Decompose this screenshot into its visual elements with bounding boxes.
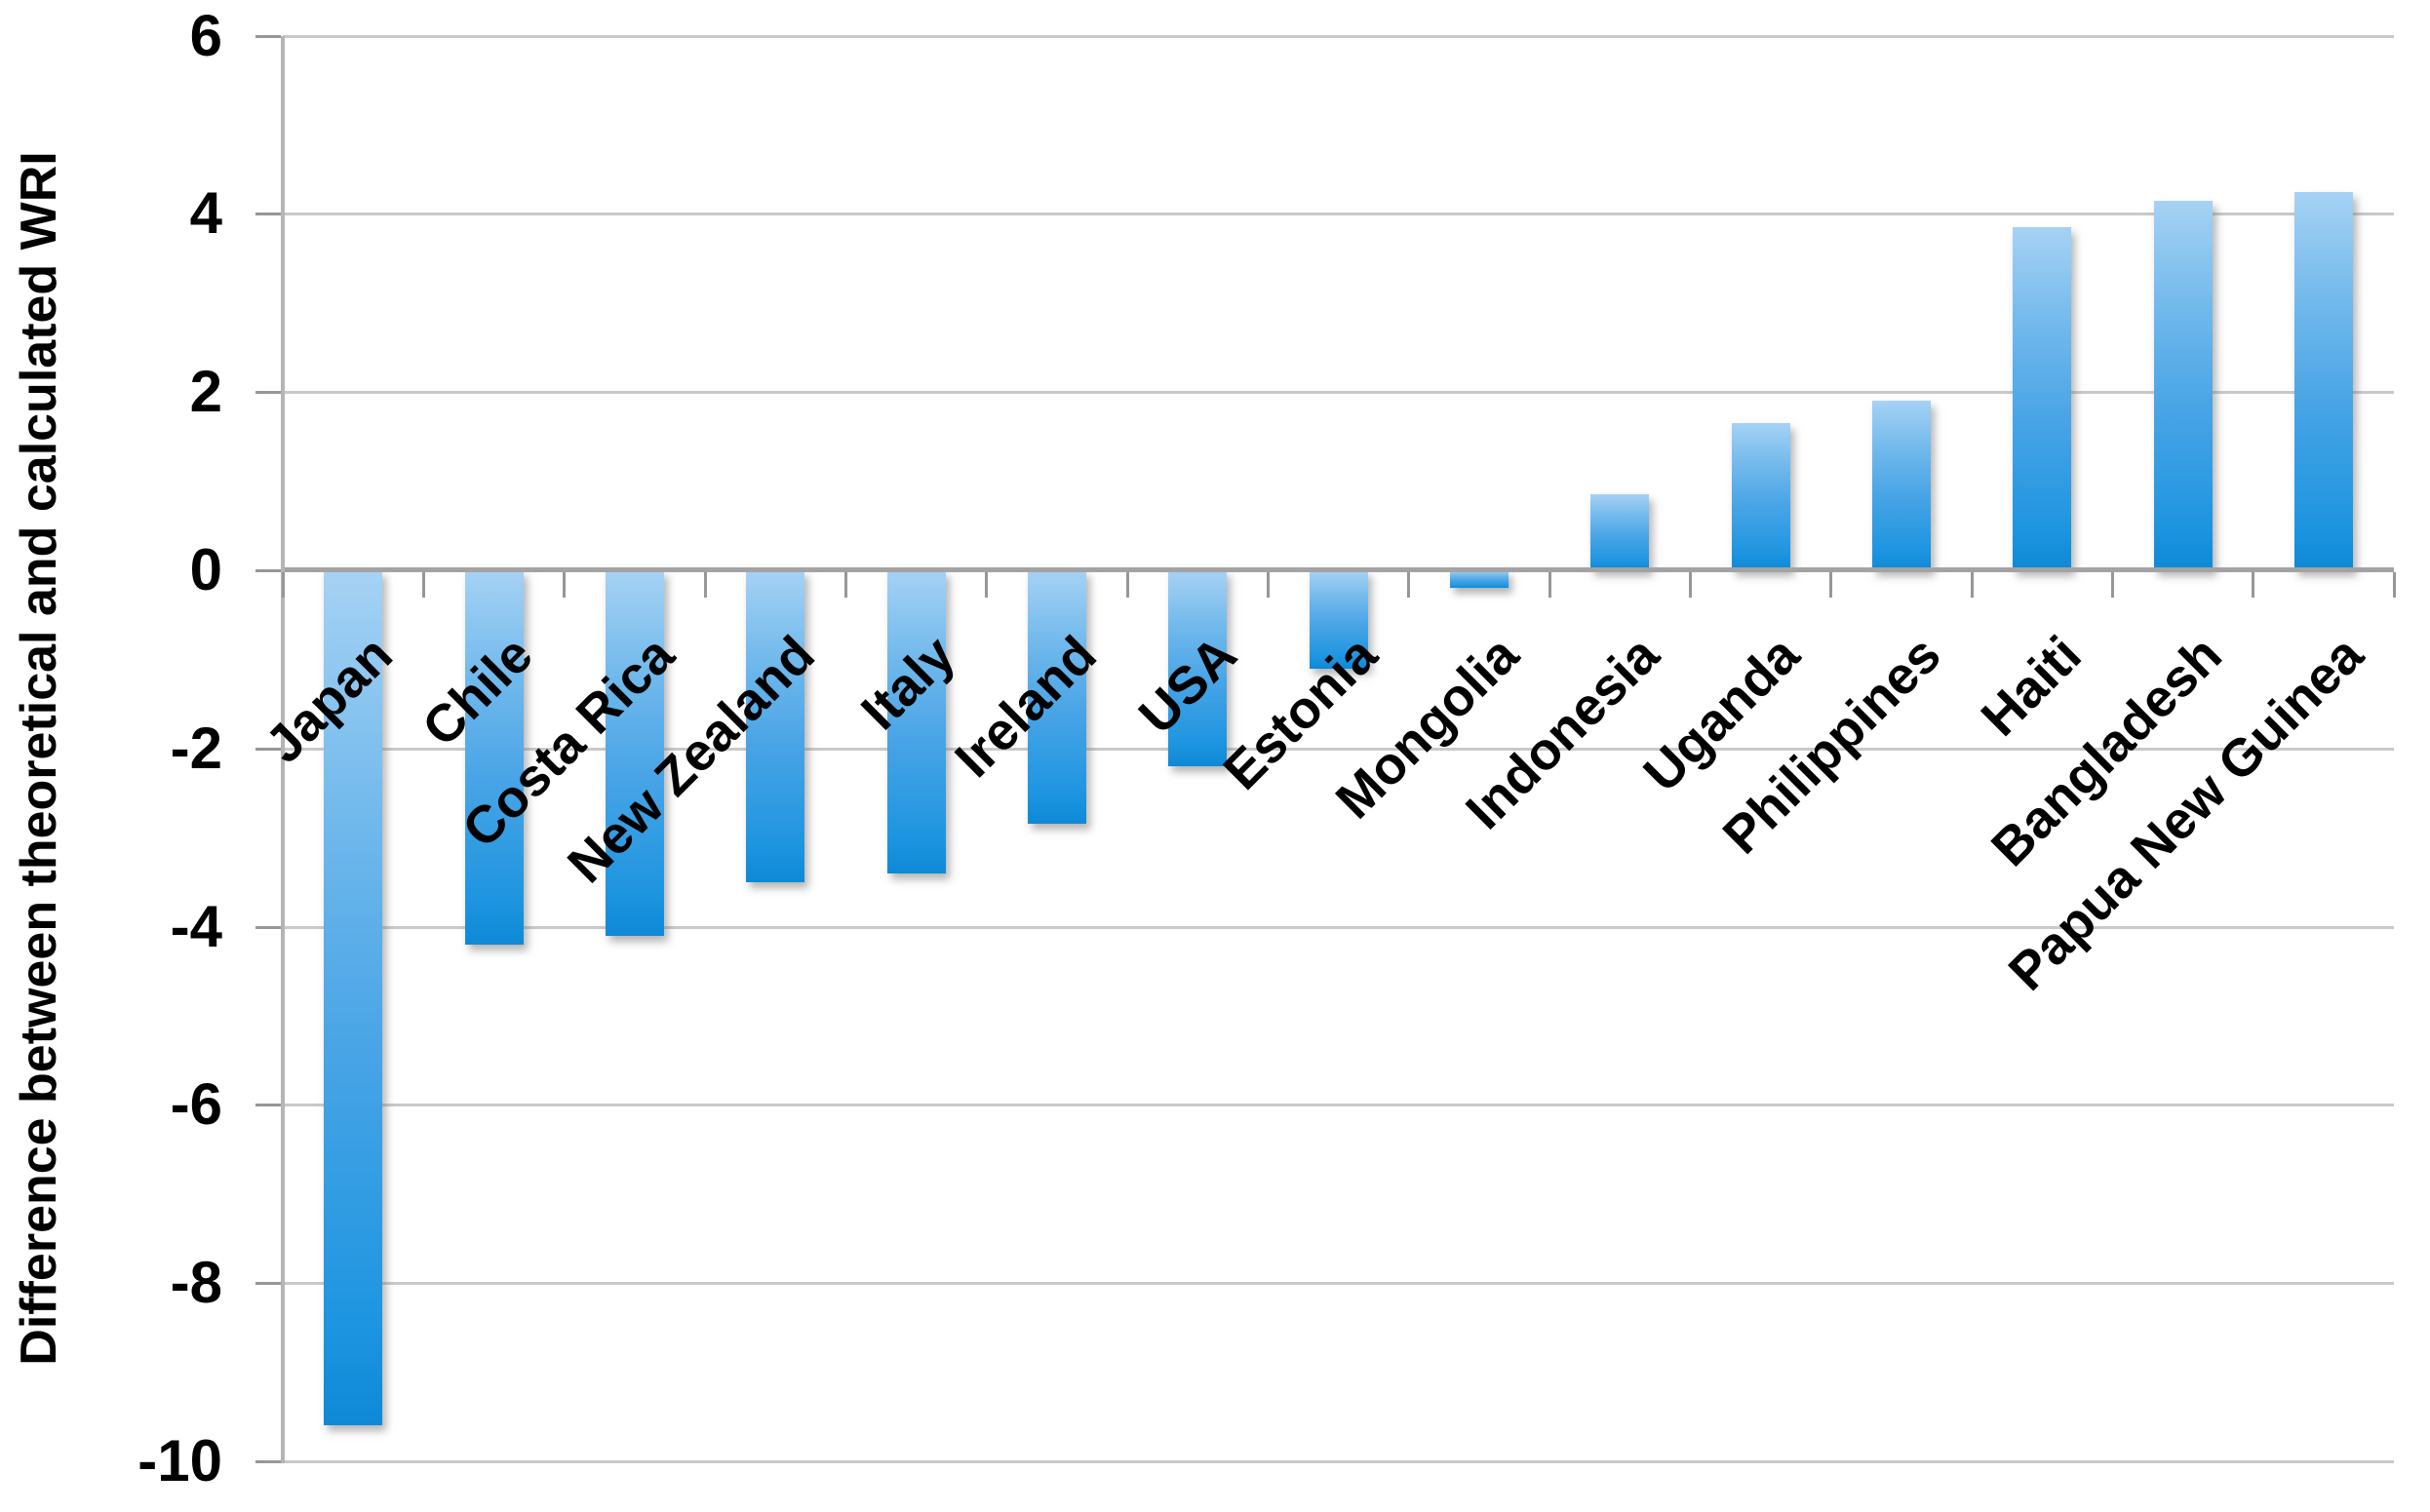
x-axis-line <box>283 567 2394 572</box>
bar-estonia <box>1310 570 1368 669</box>
bar-papua-new-guinea <box>2294 192 2353 570</box>
bar-japan <box>324 570 382 1425</box>
y-axis-tick <box>255 748 281 751</box>
bar-chile <box>465 570 524 945</box>
gridline-y--8 <box>283 1282 2394 1285</box>
x-axis-tick <box>844 572 847 598</box>
y-axis-tick <box>255 391 281 394</box>
y-axis-tick <box>255 213 281 215</box>
bar-haiti <box>2013 227 2071 570</box>
y-tick-label: -6 <box>170 1071 222 1137</box>
x-axis-tick <box>1829 572 1832 598</box>
y-axis-tick <box>255 1104 281 1106</box>
y-axis-tick <box>255 569 281 572</box>
y-tick-label: -4 <box>170 894 222 959</box>
category-label-haiti: Haiti <box>1970 625 2093 748</box>
gridline-y-6 <box>283 35 2394 38</box>
x-axis-tick <box>1689 572 1692 598</box>
gridline-y--4 <box>283 926 2394 929</box>
bar-costa-rica <box>606 570 664 936</box>
gridline-y-4 <box>283 213 2394 215</box>
y-axis-line <box>281 36 285 1463</box>
bar-mongolia <box>1450 570 1509 588</box>
bar-ireland <box>1028 570 1086 824</box>
y-tick-label: -2 <box>170 716 222 781</box>
x-axis-tick <box>1126 572 1129 598</box>
x-axis-tick <box>2252 572 2254 598</box>
bar-uganda <box>1732 423 1790 570</box>
y-tick-label: 6 <box>189 3 222 68</box>
y-tick-label: -10 <box>137 1428 222 1493</box>
x-axis-tick <box>1407 572 1410 598</box>
x-axis-tick <box>2393 572 2396 598</box>
x-axis-tick <box>422 572 425 598</box>
y-axis-tick <box>255 926 281 929</box>
x-axis-tick <box>1267 572 1270 598</box>
y-axis-tick <box>255 35 281 38</box>
bar-usa <box>1168 570 1227 766</box>
x-axis-tick <box>563 572 566 598</box>
category-label-italy: Italy <box>849 625 966 742</box>
x-axis-tick <box>985 572 988 598</box>
x-axis-tick <box>282 572 285 598</box>
y-tick-label: 4 <box>189 180 222 246</box>
gridline-y--2 <box>283 748 2394 751</box>
bar-new-zealand <box>746 570 804 882</box>
y-tick-label: 2 <box>189 359 222 424</box>
x-axis-tick <box>2111 572 2114 598</box>
x-axis-tick <box>1548 572 1551 598</box>
gridline-y--10 <box>283 1460 2394 1463</box>
bar-italy <box>887 570 946 873</box>
y-axis-tick <box>255 1282 281 1285</box>
x-axis-tick <box>1971 572 1974 598</box>
bar-indonesia <box>1590 494 1649 570</box>
x-axis-tick <box>704 572 707 598</box>
y-tick-label: 0 <box>189 537 222 602</box>
y-tick-label: -8 <box>170 1250 222 1315</box>
bar-bangladesh <box>2154 201 2213 570</box>
bar-philippines <box>1872 401 1931 570</box>
y-axis-tick <box>255 1460 281 1463</box>
gridline-y--6 <box>283 1104 2394 1106</box>
gridline-y-2 <box>283 391 2394 394</box>
